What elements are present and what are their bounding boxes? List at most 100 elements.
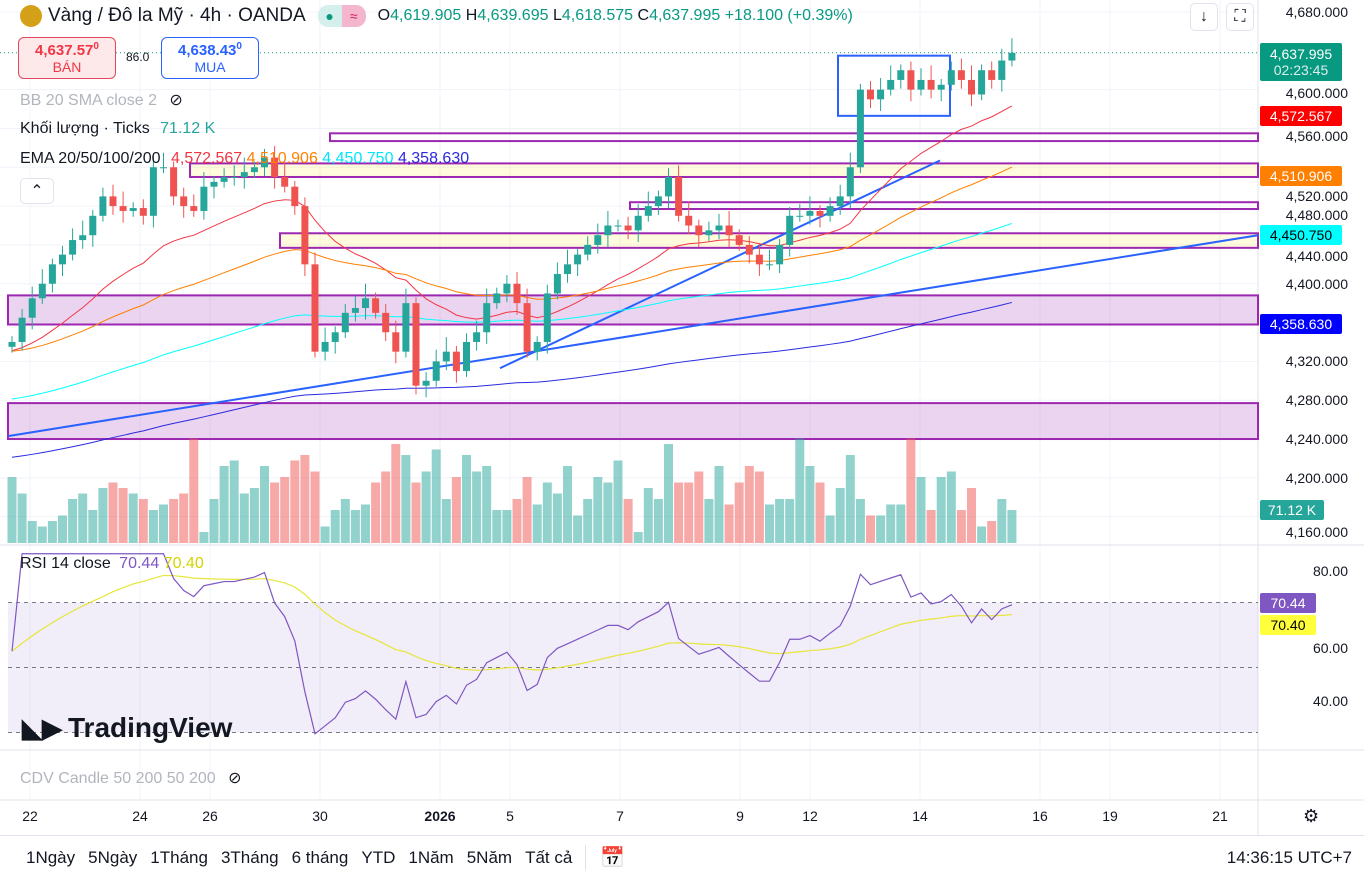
volume-bar bbox=[310, 471, 320, 543]
volume-bar bbox=[421, 471, 431, 543]
cdv-legend[interactable]: CDV Candle 50 200 50 200 ⊘ bbox=[20, 770, 242, 787]
volume-bar bbox=[936, 477, 946, 543]
volume-bar bbox=[684, 482, 694, 543]
fullscreen-button[interactable]: ⛶ bbox=[1226, 3, 1254, 31]
time-axis-label: 22 bbox=[22, 808, 38, 824]
hidden-eye-icon[interactable]: ⊘ bbox=[228, 770, 242, 787]
volume-bar bbox=[391, 444, 401, 543]
candle-body bbox=[897, 70, 905, 80]
volume-bar bbox=[300, 455, 310, 543]
volume-bar bbox=[815, 482, 825, 543]
symbol-title[interactable]: Vàng / Đô la Mỹ · 4h · OANDA bbox=[48, 5, 306, 26]
time-axis-label: 7 bbox=[616, 808, 624, 824]
candle-body bbox=[634, 215, 642, 231]
volume-bar bbox=[280, 477, 290, 543]
rsi-ma-tag: 70.40 bbox=[1260, 615, 1316, 635]
price-axis-label: 4,520.000 bbox=[1285, 188, 1348, 204]
volume-bar bbox=[179, 493, 189, 543]
time-axis-label: 24 bbox=[132, 808, 148, 824]
candle-body bbox=[867, 89, 874, 100]
candle-body bbox=[766, 264, 773, 266]
range-5y[interactable]: 5Năm bbox=[466, 847, 513, 867]
clock[interactable]: 14:36:15 UTC+7 bbox=[1226, 847, 1352, 867]
range-1y[interactable]: 1Năm bbox=[408, 847, 454, 867]
candle-body bbox=[79, 235, 87, 241]
volume-bar bbox=[239, 493, 249, 543]
range-1d[interactable]: 1Ngày bbox=[26, 847, 76, 867]
candle-body bbox=[978, 70, 986, 95]
ema50-tag: 4,510.906 bbox=[1260, 166, 1342, 186]
candle-body bbox=[28, 298, 36, 318]
volume-bar bbox=[946, 471, 956, 543]
candle-body bbox=[139, 208, 147, 216]
candle-body bbox=[281, 176, 289, 187]
volume-bar bbox=[340, 499, 350, 543]
candle-body bbox=[483, 303, 491, 333]
sell-button[interactable]: 4,637.570 BÁN bbox=[18, 37, 116, 79]
date-range-icon[interactable]: 📅 bbox=[585, 845, 625, 870]
volume-bar bbox=[78, 493, 88, 543]
candle-body bbox=[998, 60, 1006, 80]
time-axis-label: 16 bbox=[1032, 808, 1048, 824]
volume-bar bbox=[88, 510, 98, 543]
candle-body bbox=[473, 332, 481, 342]
volume-legend[interactable]: Khối lượng · Ticks 71.12 K bbox=[20, 120, 216, 137]
support-resistance-zone bbox=[329, 132, 1259, 143]
candle-body bbox=[705, 230, 713, 236]
candle-body bbox=[755, 254, 763, 265]
rsi-axis-label: 80.00 bbox=[1312, 563, 1348, 579]
trend-line bbox=[499, 159, 941, 370]
volume-tag: 71.12 K bbox=[1260, 500, 1324, 520]
volume-bar bbox=[866, 515, 875, 543]
ema100-line bbox=[11, 222, 1013, 400]
candle-body bbox=[826, 206, 834, 216]
candle-body bbox=[584, 244, 592, 255]
volume-bar bbox=[855, 499, 865, 543]
price-axis-label: 4,240.000 bbox=[1285, 431, 1348, 448]
candle-body bbox=[321, 341, 329, 352]
candle-body bbox=[452, 351, 460, 372]
time-axis-label: 30 bbox=[312, 808, 328, 824]
chart-canvas[interactable] bbox=[0, 0, 1364, 835]
volume-bar bbox=[876, 515, 886, 543]
collapse-legend-button[interactable]: ⌃ bbox=[20, 178, 54, 204]
volume-bar bbox=[583, 499, 593, 543]
volume-bar bbox=[704, 499, 714, 543]
range-5d[interactable]: 5Ngày bbox=[88, 847, 138, 867]
range-ytd[interactable]: YTD bbox=[361, 847, 396, 867]
candle-body bbox=[947, 70, 955, 85]
volume-bar bbox=[371, 482, 381, 543]
settings-icon[interactable]: ⚙ bbox=[1303, 806, 1320, 826]
volume-bar bbox=[37, 526, 47, 543]
hidden-eye-icon[interactable]: ⊘ bbox=[169, 92, 183, 109]
volume-bar bbox=[714, 466, 724, 543]
candle-body bbox=[351, 308, 359, 313]
bb-legend[interactable]: BB 20 SMA close 2 ⊘ bbox=[20, 92, 183, 109]
scroll-down-button[interactable]: ↓ bbox=[1190, 3, 1218, 31]
range-3m[interactable]: 3Tháng bbox=[220, 847, 279, 867]
volume-bar bbox=[623, 499, 633, 543]
ema-legend[interactable]: EMA 20/50/100/200 4,572.567 4,510.906 4,… bbox=[20, 150, 470, 167]
volume-bar bbox=[68, 499, 78, 543]
volume-bar bbox=[462, 455, 471, 543]
range-6m[interactable]: 6 tháng bbox=[291, 847, 349, 867]
time-axis-label: 26 bbox=[202, 808, 218, 824]
candle-body bbox=[856, 89, 864, 168]
range-all[interactable]: Tất cả bbox=[525, 847, 573, 867]
market-status[interactable]: ● ≈ bbox=[317, 5, 366, 27]
volume-bar bbox=[330, 510, 340, 543]
volume-bar bbox=[27, 521, 37, 543]
volume-bar bbox=[512, 499, 522, 543]
candle-body bbox=[372, 298, 380, 313]
candle-body bbox=[382, 312, 390, 333]
candle-body bbox=[887, 79, 895, 90]
range-1m[interactable]: 1Tháng bbox=[150, 847, 208, 867]
candle-body bbox=[957, 70, 965, 80]
candle-body bbox=[553, 274, 561, 294]
rsi-legend[interactable]: RSI 14 close 70.44 70.40 bbox=[20, 555, 204, 572]
candle-body bbox=[89, 215, 97, 236]
candle-body bbox=[422, 380, 430, 386]
buy-button[interactable]: 4,638.430 MUA bbox=[161, 37, 259, 79]
candle-body bbox=[412, 303, 420, 386]
candle-body bbox=[38, 283, 46, 299]
